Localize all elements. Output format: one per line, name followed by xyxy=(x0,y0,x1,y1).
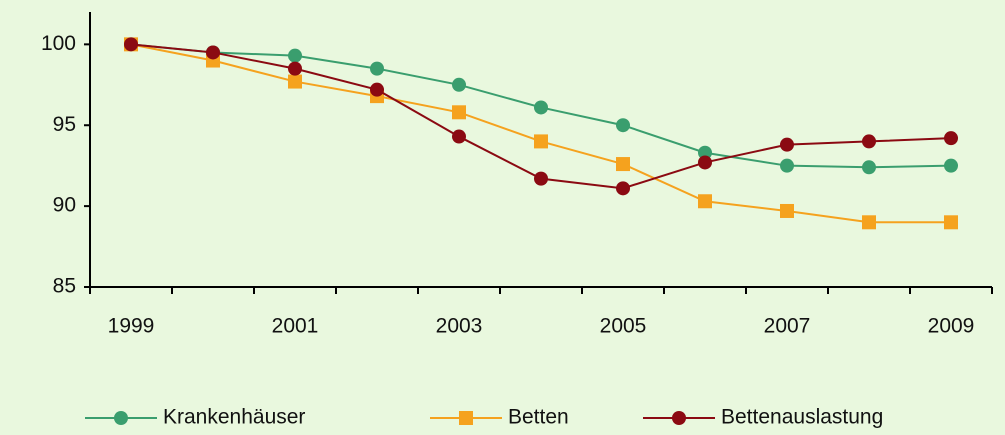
point xyxy=(288,74,302,89)
point xyxy=(780,158,794,173)
legend-marker xyxy=(672,411,686,425)
point xyxy=(534,134,548,149)
point xyxy=(944,215,958,230)
legend-label: Betten xyxy=(508,406,569,429)
point xyxy=(288,48,302,63)
x-tick-label: 1999 xyxy=(108,315,155,338)
point xyxy=(862,134,876,149)
point xyxy=(206,45,220,60)
x-tick-label: 2009 xyxy=(928,315,975,338)
point xyxy=(862,215,876,230)
y-tick-label: 85 xyxy=(53,275,76,298)
point xyxy=(616,181,630,196)
legend-marker xyxy=(459,411,473,425)
legend-label: Bettenauslastung xyxy=(721,406,883,429)
point xyxy=(698,155,712,170)
point xyxy=(452,129,466,144)
point xyxy=(780,137,794,152)
point xyxy=(534,171,548,186)
legend-label: Krankenhäuser xyxy=(163,406,305,429)
point xyxy=(288,61,302,76)
point xyxy=(124,37,138,52)
point xyxy=(616,118,630,133)
x-tick-label: 2001 xyxy=(272,315,319,338)
x-tick-label: 2003 xyxy=(436,315,483,338)
series-line xyxy=(130,43,951,224)
y-tick-label: 90 xyxy=(53,194,76,217)
point xyxy=(698,145,712,160)
point xyxy=(452,105,466,120)
y-tick-label: 100 xyxy=(41,32,76,55)
legend-marker xyxy=(114,411,128,425)
point xyxy=(370,82,384,97)
point xyxy=(534,100,548,115)
x-tick-label: 2005 xyxy=(600,315,647,338)
point xyxy=(944,131,958,146)
point xyxy=(780,203,794,218)
point xyxy=(452,77,466,92)
x-tick-label: 2007 xyxy=(764,315,811,338)
point xyxy=(616,157,630,172)
point xyxy=(862,160,876,175)
point xyxy=(698,194,712,209)
y-tick-label: 95 xyxy=(53,113,76,136)
point xyxy=(370,61,384,76)
point xyxy=(944,158,958,173)
